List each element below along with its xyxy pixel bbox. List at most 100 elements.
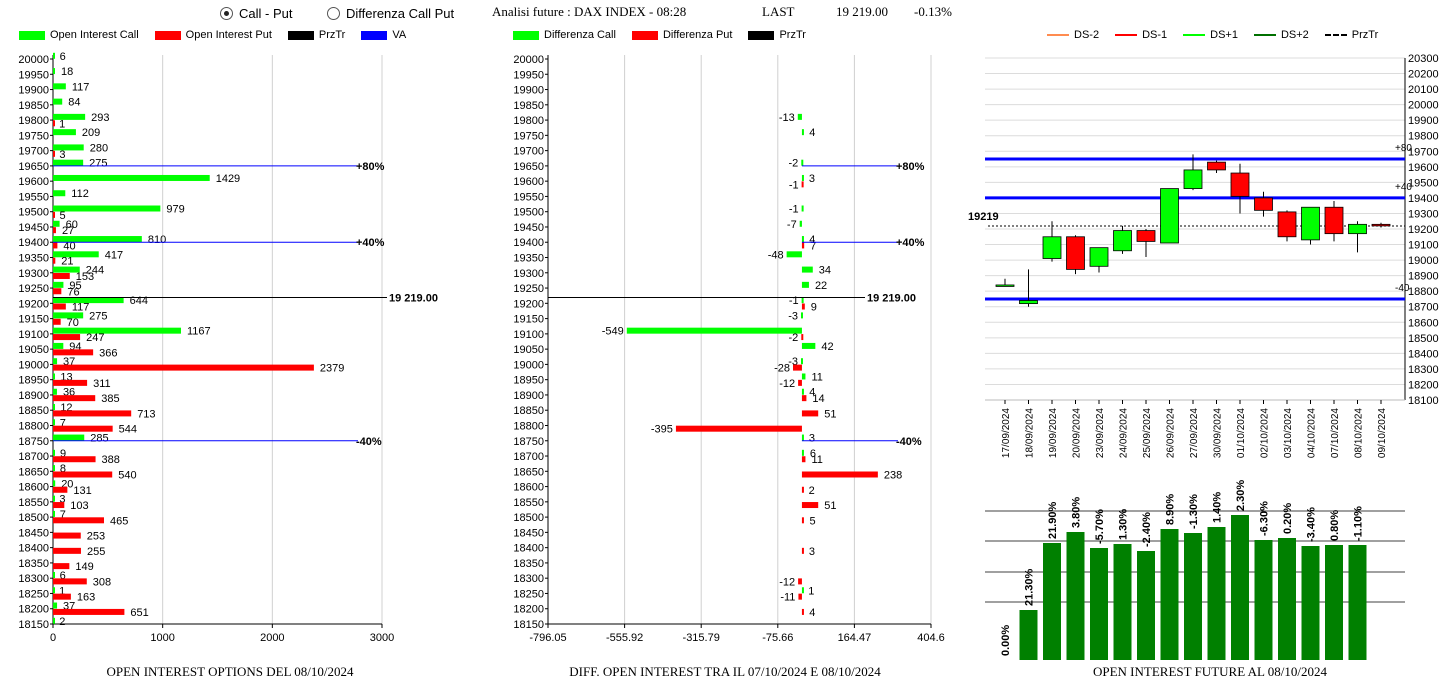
call-bar	[53, 571, 55, 578]
bar-value-label: 11	[811, 371, 822, 383]
legend-swatch	[631, 30, 658, 40]
legend-label: Differenza Call	[544, 29, 616, 41]
put-bar	[53, 257, 56, 264]
y-tick-label: 19300	[1408, 208, 1439, 220]
y-tick-label: 19450	[18, 222, 49, 234]
future-oi-chart: 0.00% 21.30% 21.90% 3.80% -5.70% 1.30% -2.40% 8…	[985, 480, 1405, 660]
y-tick-label: 20000	[513, 54, 544, 66]
candle-body	[1042, 236, 1062, 259]
y-tick-label: 20000	[18, 54, 49, 66]
put-bar	[801, 456, 806, 463]
bar-value-label: -28	[774, 363, 790, 375]
put-bar	[53, 578, 87, 585]
put-bar	[53, 364, 314, 371]
bar-value-label: 6	[60, 570, 66, 582]
bar-value-label: 311	[93, 378, 111, 390]
candle-body	[995, 284, 1015, 287]
bar-value-label: -7	[787, 219, 797, 231]
put-bar	[793, 364, 802, 371]
y-tick-label: 20000	[1408, 100, 1439, 112]
bar-value-label: 417	[105, 249, 123, 261]
bar-value-label: 3	[59, 149, 65, 161]
y-tick-label: 19600	[18, 176, 49, 188]
bar-value-label: 70	[67, 317, 79, 329]
y-tick-label: 19800	[18, 115, 49, 127]
bar-value-label: 366	[99, 347, 117, 359]
put-bar	[53, 272, 70, 279]
mode-diff-radio[interactable]: Differenza Call Put	[327, 6, 454, 21]
put-bar	[801, 334, 804, 341]
bar-value-label: -549	[602, 326, 624, 338]
call-bar	[801, 373, 806, 380]
bar-value-label: 4	[809, 607, 815, 619]
put-bar	[53, 379, 88, 386]
bar-value-label: 244	[86, 265, 104, 277]
legend-item: DS+1	[1183, 29, 1238, 41]
legend-swatch	[154, 30, 181, 40]
oi-bar	[1160, 529, 1179, 660]
call-bar	[53, 83, 66, 90]
va-line-label: +40%	[356, 237, 385, 249]
bar-value-label: -12	[779, 378, 795, 390]
candle-body	[1136, 230, 1156, 242]
x-tick-label: 02/10/2024	[1260, 408, 1271, 458]
legend-item: DS+2	[1253, 29, 1309, 41]
oi-bar-label: -1.10%	[1353, 506, 1365, 541]
oi-bar-label: -6.30%	[1259, 501, 1271, 536]
caption-middle: DIFF. OPEN INTEREST TRA IL 07/10/2024 E …	[569, 664, 881, 679]
oi-bar	[1043, 543, 1061, 660]
legend-swatch	[361, 30, 388, 40]
bar-value-label: 1	[808, 585, 814, 597]
oi-bar-label: 21.90%	[1047, 501, 1059, 539]
x-tick-label: 08/10/2024	[1354, 408, 1365, 458]
y-tick-label: 19000	[513, 359, 544, 371]
bar-value-label: 979	[166, 204, 184, 216]
call-bar	[53, 312, 84, 319]
bar-value-label: 22	[815, 280, 827, 292]
call-bar	[801, 342, 816, 349]
candle-body	[1019, 300, 1038, 305]
legend-swatch	[748, 30, 775, 40]
y-tick-label: 19400	[1408, 193, 1439, 205]
call-bar	[53, 617, 55, 624]
oi-bar-label: 8.90%	[1165, 494, 1177, 525]
bar-value-label: -1	[789, 179, 799, 191]
bar-value-label: 247	[86, 332, 104, 344]
y-tick-label: 19200	[1408, 224, 1439, 236]
oi-bar	[1019, 610, 1038, 660]
call-bar	[53, 113, 86, 120]
legend-label: Open Interest Call	[50, 29, 139, 41]
put-bar	[53, 303, 66, 310]
mode-call-put-radio[interactable]: Call - Put	[220, 6, 292, 21]
put-bar	[801, 547, 804, 554]
y-tick-label: 20300	[1408, 53, 1439, 65]
y-tick-label: 19900	[18, 85, 49, 97]
y-tick-label: 18750	[513, 436, 544, 448]
call-bar	[53, 358, 58, 365]
bar-value-label: 5	[810, 515, 816, 527]
legend-label: PrzTr	[779, 29, 806, 41]
y-tick-label: 18450	[513, 527, 544, 539]
bar-value-label: 293	[91, 112, 109, 124]
x-tick-label: 404.6	[917, 632, 945, 644]
put-bar	[801, 486, 804, 493]
bar-value-label: -3	[788, 310, 798, 322]
bar-value-label: 3	[809, 546, 815, 558]
call-bar	[53, 220, 60, 227]
y-tick-label: 19950	[18, 69, 49, 81]
y-tick-label: 19850	[513, 100, 544, 112]
y-tick-label: 18500	[1408, 333, 1439, 345]
candle-body	[1089, 247, 1109, 267]
y-tick-label: 18600	[513, 482, 544, 494]
y-tick-label: 19000	[1408, 255, 1439, 267]
call-bar	[53, 205, 161, 212]
y-tick-label: 19750	[18, 130, 49, 142]
put-bar	[53, 517, 104, 524]
radio-selected-icon	[220, 7, 233, 20]
y-tick-label: 18250	[513, 588, 544, 600]
va-line-label: +80	[1395, 143, 1412, 154]
put-bar	[801, 410, 819, 417]
mode-call-put-label: Call - Put	[239, 6, 293, 21]
y-tick-label: 19150	[18, 314, 49, 326]
put-bar	[798, 593, 802, 600]
